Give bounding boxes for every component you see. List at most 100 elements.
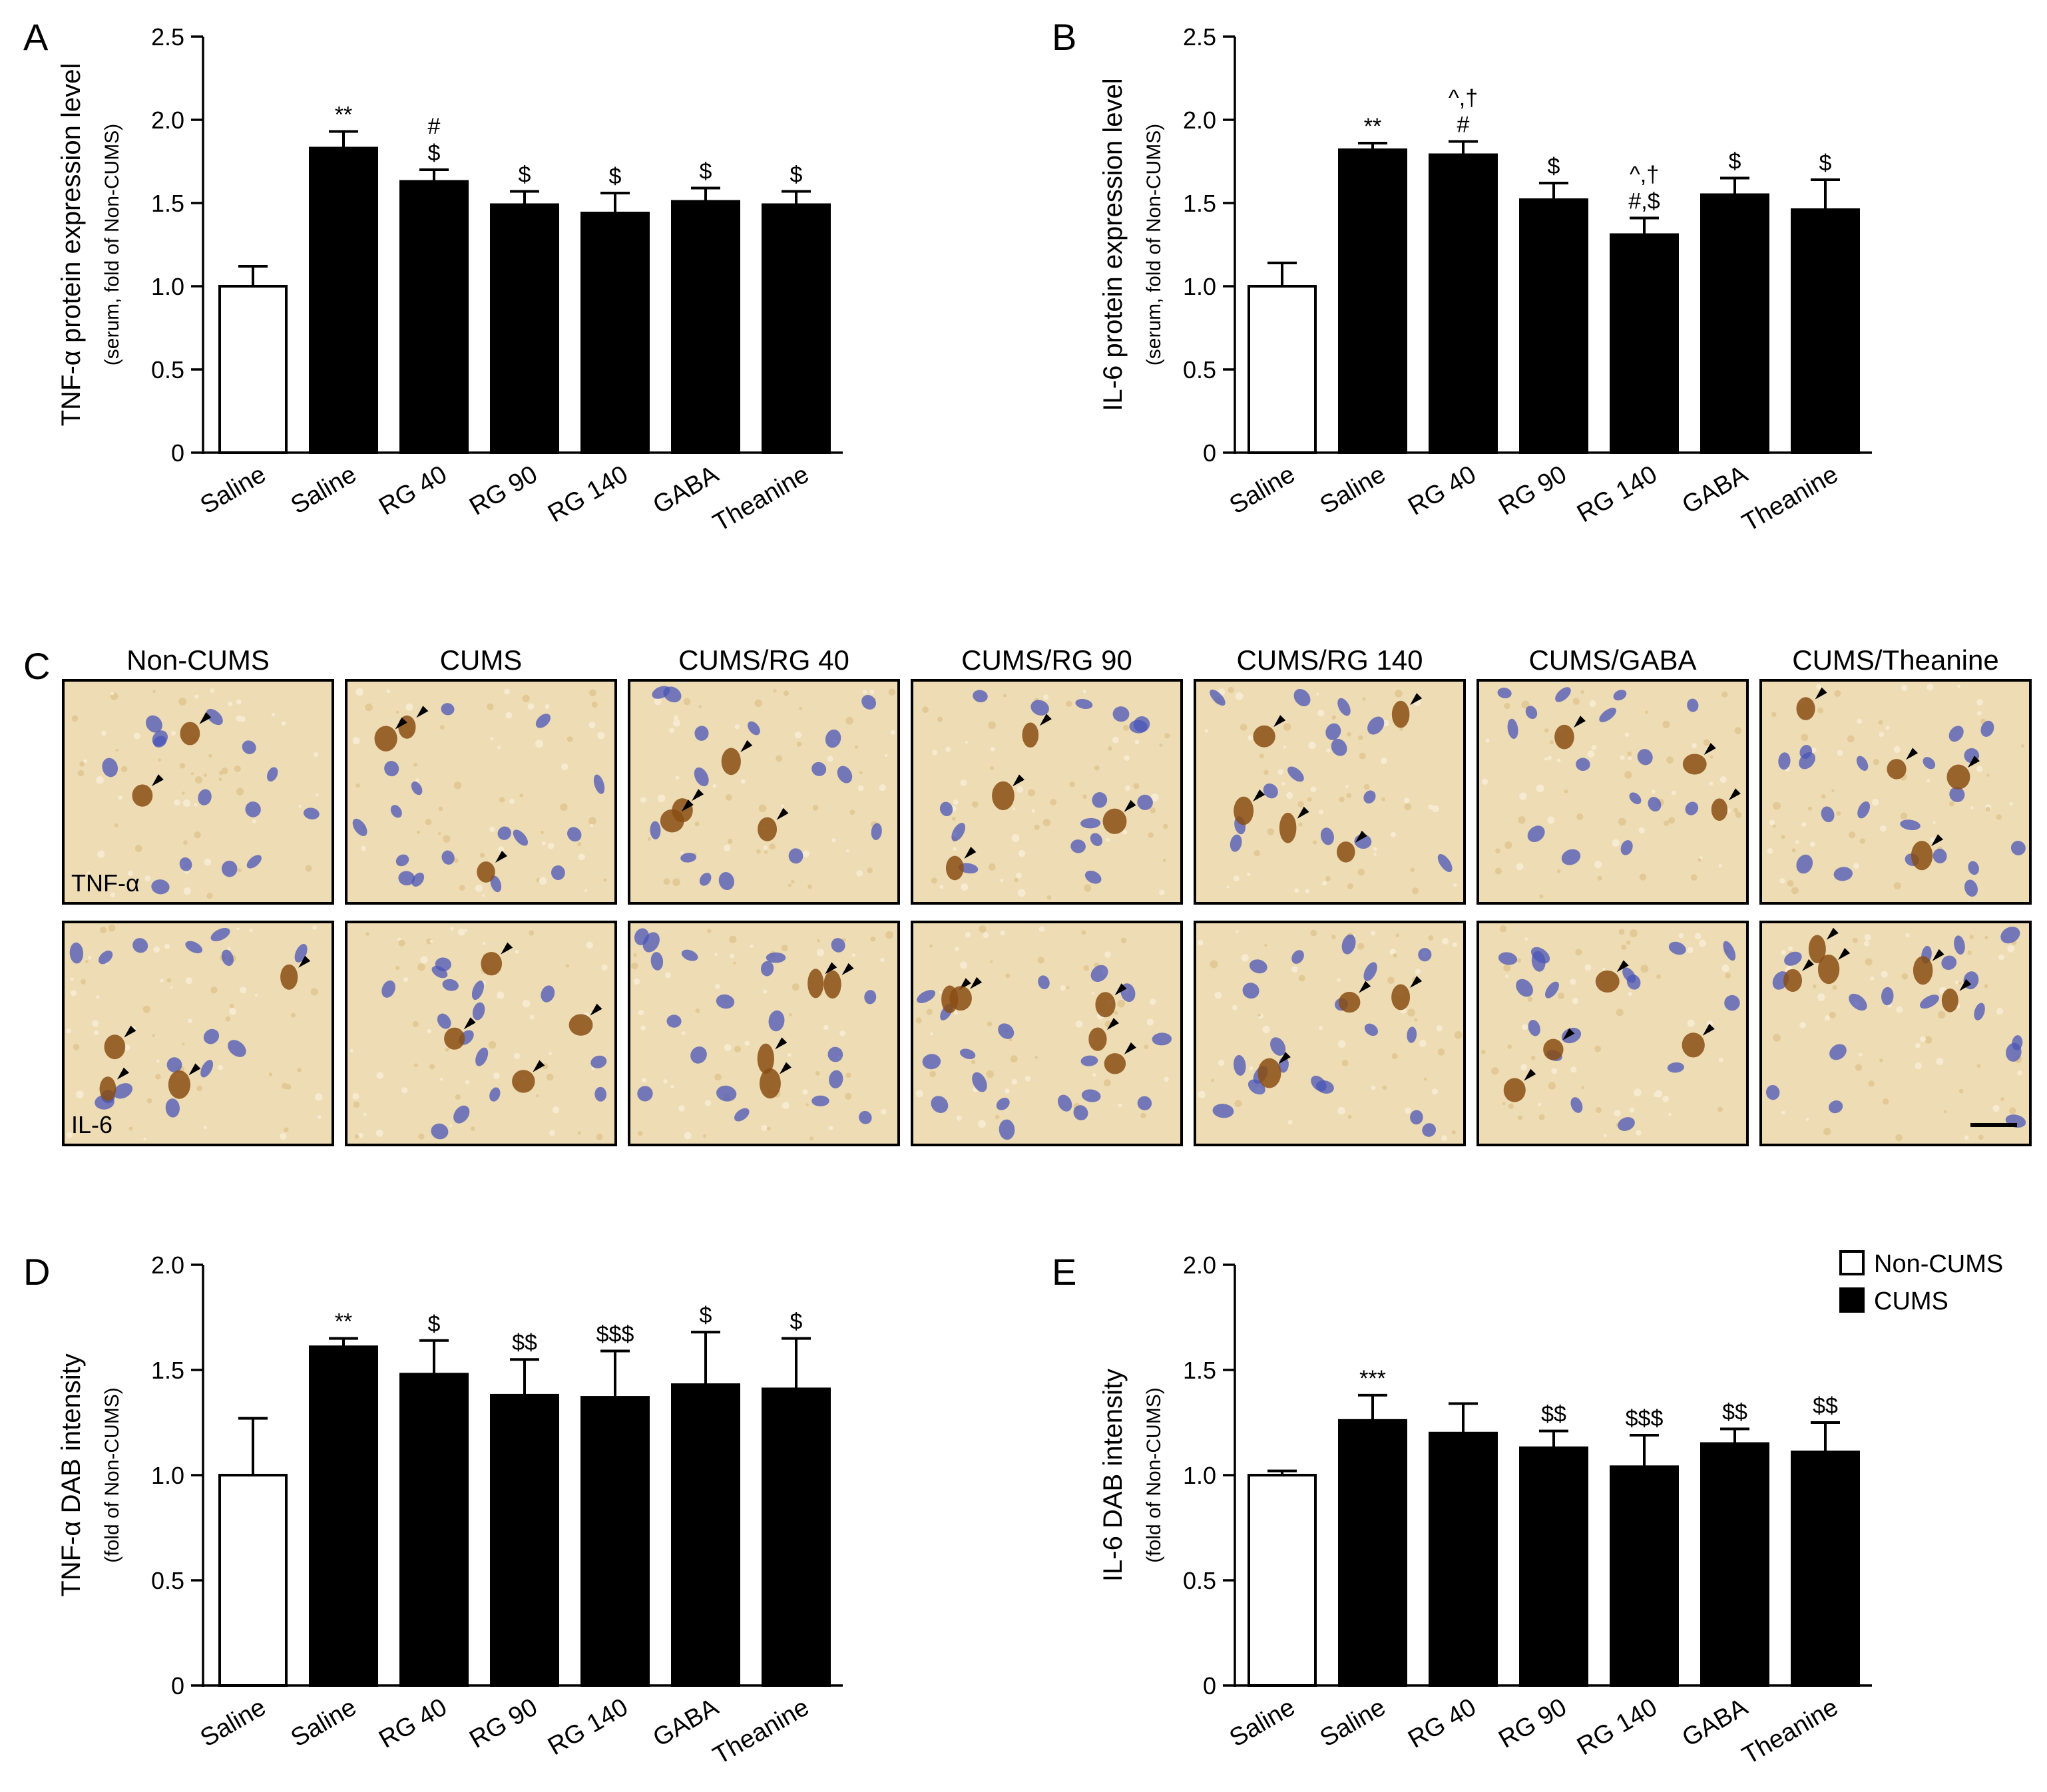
tissue-speckle — [979, 925, 987, 933]
cell-nucleus — [1857, 801, 1871, 819]
cell-nucleus — [1599, 708, 1617, 722]
dab-positive-cell — [280, 964, 298, 990]
tissue-speckle — [881, 1108, 887, 1115]
tissue-speckle — [1636, 1130, 1642, 1136]
tissue-speckle — [208, 754, 212, 758]
tissue-speckle — [1733, 807, 1739, 813]
tissue-speckle — [1082, 794, 1087, 799]
cell-nucleus — [151, 879, 170, 895]
tissue-speckle — [831, 838, 836, 843]
dab-positive-cell — [1279, 812, 1297, 843]
tissue-speckle — [1859, 838, 1865, 844]
micrograph-image — [1759, 921, 2032, 1146]
tissue-speckle — [1900, 812, 1908, 820]
tissue-speckle — [237, 868, 242, 873]
tissue-speckle — [549, 1051, 553, 1055]
tissue-speckle — [953, 799, 959, 805]
tissue-speckle — [1495, 848, 1500, 854]
dab-positive-cell — [1253, 725, 1275, 748]
cell-nucleus — [837, 766, 853, 784]
cell-nucleus — [1367, 716, 1385, 735]
tissue-speckle — [1690, 874, 1698, 881]
tissue-speckle — [203, 773, 207, 777]
micrograph-image — [1194, 921, 1466, 1146]
tissue-speckle — [1412, 887, 1419, 895]
tissue-speckle — [1218, 1059, 1225, 1066]
tissue-speckle — [1005, 973, 1011, 979]
arrowhead-icon — [1253, 789, 1265, 802]
tissue-background — [1195, 922, 1465, 1145]
tissue-speckle — [879, 784, 886, 791]
tissue-speckle — [1612, 839, 1620, 847]
tissue-speckle — [487, 703, 494, 710]
tissue-speckle — [227, 947, 231, 951]
tissue-speckle — [1618, 817, 1626, 826]
cell-nucleus — [228, 1040, 246, 1057]
tissue-speckle — [1084, 884, 1092, 892]
tissue-speckle — [640, 1025, 646, 1031]
tissue-speckle — [1024, 1076, 1031, 1082]
cell-nucleus — [1341, 934, 1356, 955]
stain-row-label: IL-6 — [71, 1111, 113, 1138]
tissue-speckle — [724, 1044, 732, 1051]
tissue-speckle — [146, 1098, 152, 1104]
tissue-speckle — [1034, 1056, 1038, 1059]
tissue-speckle — [73, 1044, 80, 1050]
dab-positive-cell — [1808, 935, 1826, 964]
tissue-speckle — [1120, 937, 1127, 943]
tissue-speckle — [1163, 823, 1168, 829]
tissue-speckle — [529, 930, 535, 936]
tissue-speckle — [234, 765, 241, 772]
tissue-speckle — [971, 801, 979, 808]
bar — [399, 180, 469, 454]
cell-nucleus — [166, 1057, 182, 1072]
tissue-speckle — [729, 935, 737, 943]
tissue-speckle — [654, 698, 662, 706]
tissue-speckle — [1485, 738, 1490, 743]
significance-label: $ — [1819, 150, 1832, 176]
tissue-speckle — [828, 1125, 833, 1130]
tissue-speckle — [413, 1063, 418, 1068]
tissue-speckle — [672, 878, 680, 887]
cell-nucleus — [1829, 1044, 1847, 1060]
tissue-speckle — [1589, 700, 1596, 708]
cell-nucleus — [1849, 993, 1867, 1011]
cell-nucleus — [1137, 794, 1153, 810]
tissue-speckle — [915, 1090, 923, 1098]
dab-positive-cell — [945, 855, 964, 881]
y-axis-label: IL-6 DAB intensity — [1098, 1369, 1128, 1582]
bar — [218, 285, 288, 454]
dab-positive-cell — [1257, 1058, 1281, 1088]
tissue-speckle — [782, 1102, 790, 1109]
cell-nucleus — [431, 1123, 449, 1140]
tissue-speckle — [955, 946, 960, 951]
tissue-speckle — [1721, 691, 1728, 698]
tissue-speckle — [1308, 742, 1316, 750]
arrowhead-icon — [1410, 975, 1423, 988]
tissue-speckle — [170, 986, 173, 989]
tissue-speckle — [310, 988, 318, 996]
arrowhead-icon — [1359, 981, 1371, 993]
tissue-speckle — [1597, 875, 1602, 881]
tissue-speckle — [1624, 732, 1630, 737]
cell-nucleus — [1212, 1104, 1234, 1118]
y-tick-label: 0.5 — [1183, 1567, 1216, 1594]
cell-nucleus — [1576, 758, 1590, 772]
cell-nucleus — [1057, 1094, 1072, 1112]
tissue-speckle — [1656, 974, 1661, 979]
tissue-speckle — [714, 953, 718, 957]
tissue-speckle — [230, 1004, 234, 1008]
tissue-speckle — [1419, 1040, 1427, 1047]
bar — [218, 1474, 288, 1687]
tissue-speckle — [1645, 710, 1648, 714]
arrowhead-icon — [533, 1060, 545, 1072]
tissue-speckle — [396, 710, 399, 714]
tissue-speckle — [464, 929, 468, 932]
cell-nucleus — [381, 980, 395, 998]
tissue-speckle — [1318, 809, 1324, 815]
cell-nucleus — [861, 695, 877, 710]
tissue-speckle — [455, 1094, 461, 1100]
tissue-speckle — [527, 703, 535, 710]
tissue-speckle — [128, 1126, 133, 1131]
tissue-speckle — [885, 931, 893, 939]
